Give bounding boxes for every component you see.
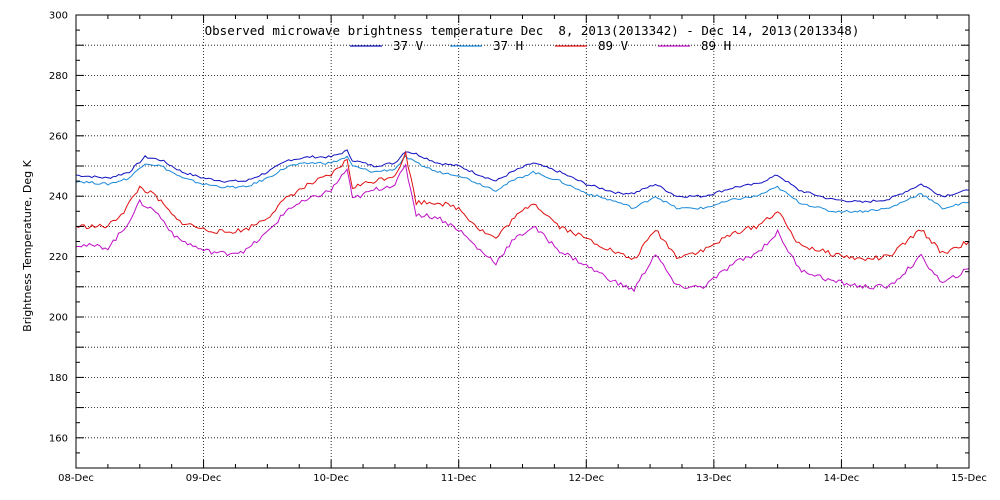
x-tick-label: 10-Dec (313, 473, 349, 484)
x-tick-label: 08-Dec (58, 473, 94, 484)
series-line-89-h (75, 163, 970, 293)
y-tick-label: 300 (49, 11, 68, 22)
x-tick-label: 09-Dec (186, 473, 222, 484)
legend-label: 89 V (598, 38, 629, 53)
legend-label: 37 V (393, 38, 424, 53)
x-tick-label: 15-Dec (951, 473, 987, 484)
series-layer (75, 149, 970, 293)
y-tick-label: 220 (49, 252, 68, 263)
plot-frame (75, 14, 970, 469)
series-line-89-v (75, 150, 970, 262)
x-tick-label: 14-Dec (824, 473, 860, 484)
grid-layer (76, 15, 969, 468)
x-tick-label: 13-Dec (696, 473, 732, 484)
legend-label: 89 H (701, 38, 731, 53)
y-tick-label: 160 (49, 433, 68, 444)
series-line-37-v (75, 149, 970, 203)
tick-labels-layer: 160 180 200 220 240 260 280 300 08-Dec 09-Dec 10-D… (49, 11, 987, 485)
y-tick-label: 260 (49, 131, 68, 142)
legend-label: 37 H (493, 38, 523, 53)
chart-title: Observed microwave brightness temperatur… (205, 23, 860, 38)
y-axis-label: Brightness Temperature, Deg K (21, 159, 34, 331)
y-tick-label: 200 (49, 313, 68, 324)
y-tick-label: 240 (49, 192, 68, 203)
y-tick-label: 280 (49, 71, 68, 82)
x-tick-label: 12-Dec (568, 473, 604, 484)
ticks-layer (75, 14, 970, 469)
x-tick-label: 11-Dec (441, 473, 477, 484)
legend: 37 V 37 H 89 V 89 H (350, 38, 731, 53)
series-line-37-h (75, 155, 970, 213)
y-tick-label: 180 (49, 373, 68, 384)
